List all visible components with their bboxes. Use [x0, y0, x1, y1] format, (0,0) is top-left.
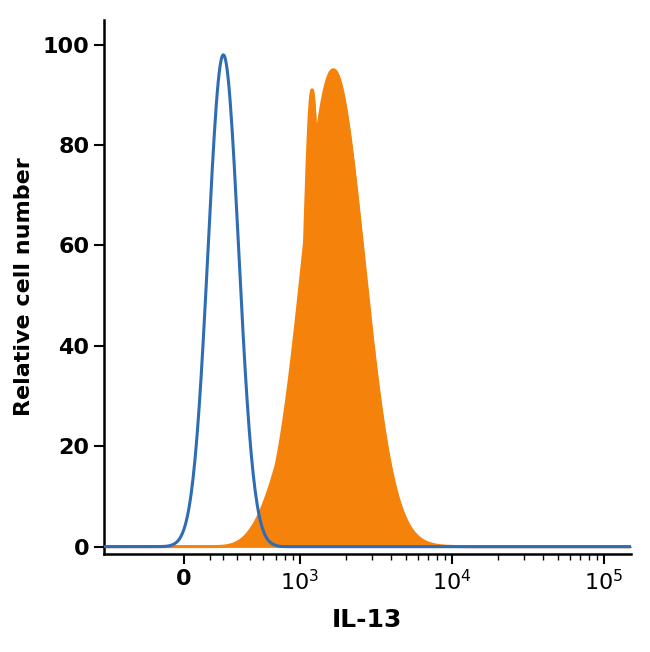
- Y-axis label: Relative cell number: Relative cell number: [14, 158, 34, 416]
- X-axis label: IL-13: IL-13: [332, 608, 402, 632]
